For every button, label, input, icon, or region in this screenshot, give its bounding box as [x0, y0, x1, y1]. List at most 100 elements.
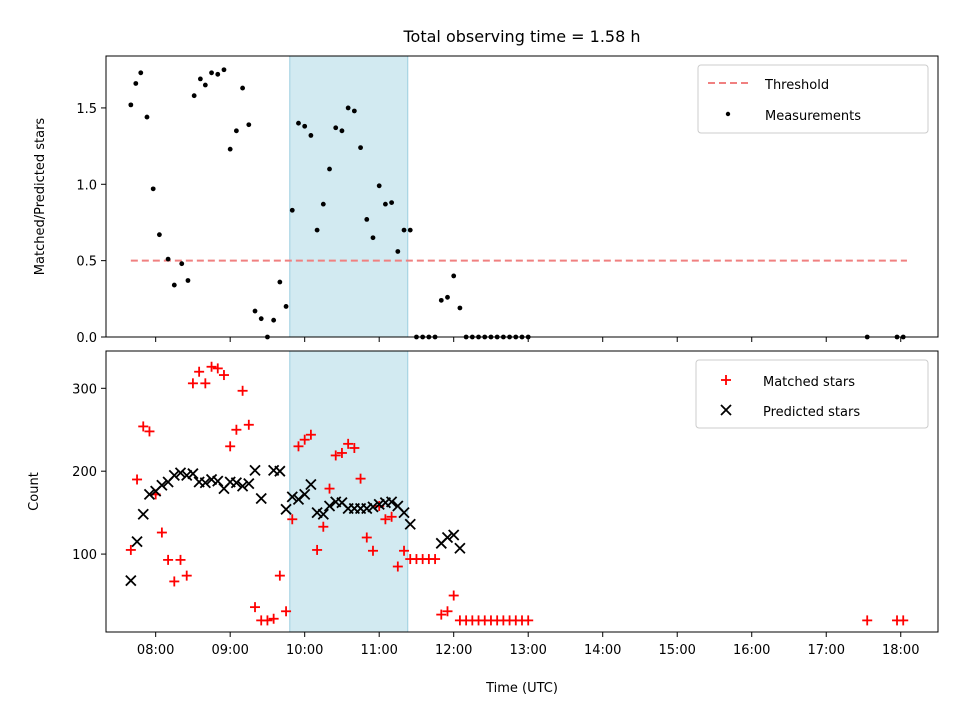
predicted-star-point — [143, 488, 156, 501]
matched-star-point — [262, 615, 273, 626]
x-tick-label: 17:00 — [808, 643, 845, 658]
legend-threshold-label: Threshold — [764, 78, 829, 93]
predicted-star-point — [299, 488, 311, 501]
x-tick-label: 10:00 — [286, 643, 323, 658]
measurement-point — [227, 146, 233, 152]
x-stroke — [299, 488, 311, 501]
matched-star-point — [380, 514, 391, 525]
matched-star-point — [336, 447, 347, 458]
matched-star-point — [187, 378, 198, 389]
matched-star-point — [138, 421, 149, 432]
matched-star-point — [392, 561, 403, 572]
predicted-star-point — [199, 477, 211, 489]
measurement-point — [296, 120, 301, 126]
matched-star-point — [169, 576, 180, 587]
top-x-ticks — [155, 337, 902, 342]
x-stroke — [224, 476, 236, 488]
matched-star-point — [349, 442, 360, 453]
predicted-star-point — [404, 518, 416, 530]
x-stroke — [720, 404, 732, 416]
measurement-point — [191, 93, 197, 99]
x-stroke — [311, 507, 323, 519]
x-stroke — [404, 518, 416, 530]
x-stroke — [305, 478, 317, 491]
matched-star-point — [898, 615, 909, 626]
measurement-point — [144, 114, 150, 120]
legend-matched-label: Matched stars — [763, 375, 855, 390]
x-stroke — [243, 477, 255, 490]
matched-star-point — [305, 429, 316, 440]
measurement-point — [240, 85, 245, 91]
matched-star-point — [367, 545, 378, 556]
top-legend: Threshold Measurements — [697, 64, 929, 134]
predicted-star-point — [168, 469, 180, 481]
x-stroke — [286, 491, 298, 503]
x-stroke — [230, 477, 243, 489]
predicted-star-point — [137, 508, 149, 520]
matched-star-point — [448, 590, 459, 601]
x-stroke — [280, 503, 292, 515]
observing-window-span — [289, 350, 409, 633]
measurement-point — [327, 166, 332, 172]
matched-stars-points — [125, 361, 909, 626]
matched-star-point — [386, 511, 397, 522]
measurement-point — [401, 227, 407, 233]
top-legend-box — [697, 64, 929, 134]
x-stroke — [131, 536, 143, 548]
measurement-point — [283, 304, 289, 309]
predicted-star-point — [255, 492, 267, 505]
measurement-point — [277, 279, 283, 285]
bottom-legend-box — [695, 359, 929, 429]
measurement-point — [376, 183, 382, 189]
x-tick-label: 11:00 — [360, 643, 397, 658]
measurement-point — [138, 70, 144, 76]
measurement-point — [407, 227, 413, 233]
bottom-x-ticks: 08:00 09:00 10:00 11:00 12:00 13:00 14:00 15:00… — [137, 632, 919, 658]
y-tick-label: 1.5 — [76, 102, 97, 117]
bottom-axes-frame — [105, 350, 939, 633]
predicted-star-point — [305, 478, 317, 491]
x-tick-label: 18:00 — [882, 643, 919, 658]
matched-star-point — [163, 554, 174, 565]
y-tick-label: 0.5 — [76, 255, 97, 270]
measurement-point — [246, 122, 252, 128]
predicted-star-point — [230, 477, 243, 489]
top-panel: 0.0 0.5 1.0 1.5 Total observing time = 1.58… — [33, 27, 939, 346]
y-tick-label: 200 — [72, 465, 97, 480]
bottom-y-ticks: 100 200 300 — [72, 382, 106, 563]
predicted-star-point — [131, 536, 143, 548]
matched-star-point — [430, 554, 441, 565]
matched-star-point — [237, 385, 248, 396]
measurement-point — [221, 67, 227, 73]
x-stroke — [236, 480, 249, 492]
measurement-point — [451, 273, 457, 279]
predicted-star-point — [385, 496, 398, 508]
matched-star-point — [132, 474, 143, 485]
measurement-point — [345, 105, 351, 111]
x-stroke — [330, 496, 342, 508]
x-tick-label: 16:00 — [733, 643, 770, 658]
predicted-star-point — [448, 529, 460, 541]
matched-star-point — [175, 554, 186, 565]
x-stroke — [398, 507, 410, 519]
legend-predicted-swatch — [720, 404, 732, 416]
measurement-point — [289, 207, 295, 213]
matched-star-point — [212, 363, 223, 374]
matched-star-point — [181, 570, 192, 581]
matched-star-point — [125, 544, 136, 555]
measurement-point — [445, 294, 450, 300]
x-stroke — [199, 477, 211, 489]
legend-predicted-label: Predicted stars — [763, 405, 860, 420]
x-stroke — [205, 473, 218, 486]
x-stroke — [323, 500, 336, 512]
matched-star-point — [442, 606, 453, 617]
measurement-point — [438, 297, 444, 303]
matched-star-point — [218, 370, 229, 381]
y-tick-label: 300 — [72, 382, 97, 397]
predicted-star-point — [286, 491, 298, 503]
measurement-point — [370, 235, 376, 241]
y-tick-label: 100 — [72, 548, 97, 563]
x-tick-label: 14:00 — [584, 643, 621, 658]
x-stroke — [317, 508, 329, 520]
